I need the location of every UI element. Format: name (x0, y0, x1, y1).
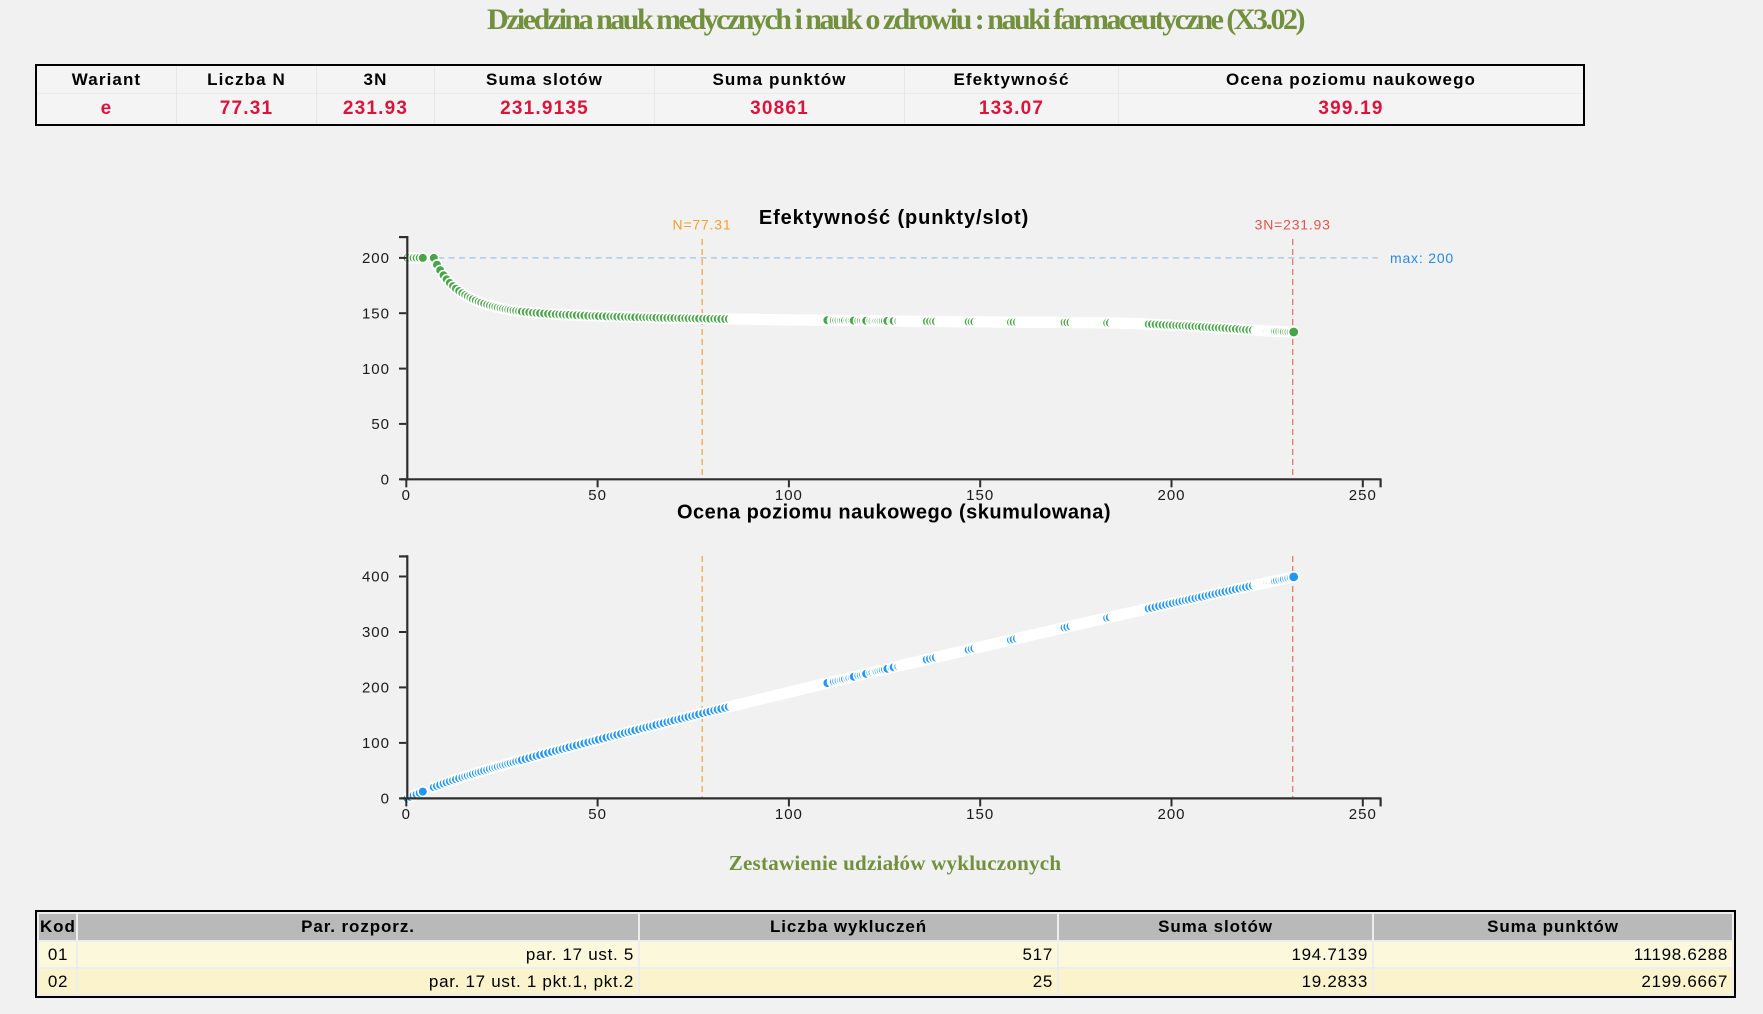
svg-text:50: 50 (588, 487, 607, 504)
svg-text:400: 400 (362, 569, 390, 586)
svg-text:max: 200: max: 200 (1390, 250, 1454, 266)
svg-text:Efektywność (punkty/slot): Efektywność (punkty/slot) (759, 207, 1029, 229)
svg-text:0: 0 (381, 791, 390, 808)
svg-text:100: 100 (775, 487, 803, 504)
svg-text:200: 200 (1157, 806, 1185, 823)
svg-text:0: 0 (402, 487, 411, 504)
svg-text:150: 150 (966, 487, 994, 504)
svg-text:100: 100 (362, 361, 390, 378)
svg-text:250: 250 (1349, 487, 1377, 504)
svg-text:100: 100 (362, 735, 390, 752)
svg-text:100: 100 (775, 806, 803, 823)
svg-text:150: 150 (966, 806, 994, 823)
svg-text:200: 200 (362, 680, 390, 697)
svg-text:300: 300 (362, 624, 390, 641)
svg-text:3N=231.93: 3N=231.93 (1255, 217, 1331, 233)
svg-text:N=77.31: N=77.31 (673, 217, 732, 233)
svg-text:200: 200 (362, 250, 390, 267)
svg-text:250: 250 (1349, 806, 1377, 823)
svg-text:0: 0 (381, 472, 390, 489)
svg-text:50: 50 (588, 806, 607, 823)
svg-text:200: 200 (1157, 487, 1185, 504)
svg-text:150: 150 (362, 305, 390, 322)
svg-text:0: 0 (402, 806, 411, 823)
svg-text:50: 50 (371, 416, 390, 433)
svg-text:Ocena poziomu naukowego (skumu: Ocena poziomu naukowego (skumulowana) (677, 502, 1111, 524)
